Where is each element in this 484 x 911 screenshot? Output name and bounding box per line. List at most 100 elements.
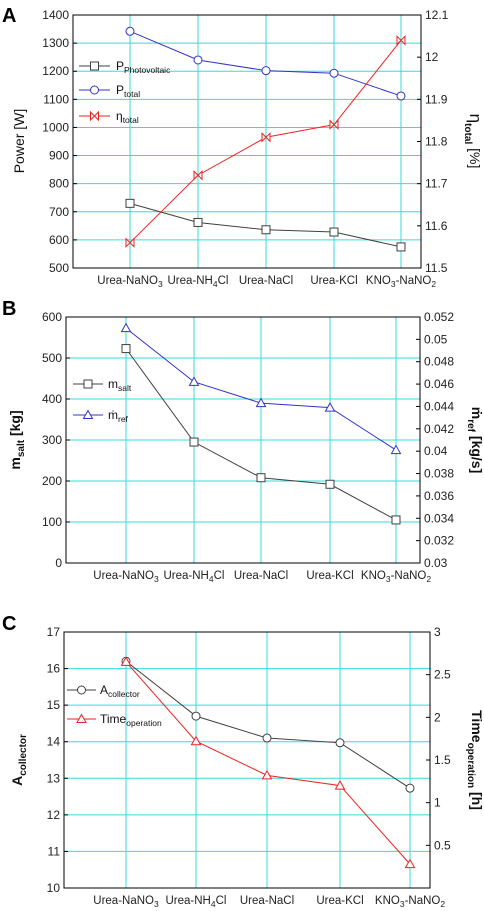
data-point bbox=[193, 170, 203, 181]
legend-a-pv: PPhotovoltaic bbox=[116, 59, 171, 75]
panel-a-letter: A bbox=[2, 5, 16, 27]
panel-b-series bbox=[120, 322, 402, 525]
y-tick-label: 11 bbox=[48, 844, 61, 858]
y-tick-label: 1200 bbox=[42, 64, 69, 78]
category-label: Urea-NH4Cl bbox=[166, 895, 227, 909]
data-point bbox=[261, 769, 273, 780]
data-point bbox=[190, 735, 202, 746]
y-tick-label: 12 bbox=[47, 808, 61, 822]
data-point bbox=[396, 35, 406, 46]
y-tick-label-right: 0.034 bbox=[424, 511, 454, 525]
y-tick-label-right: 0.046 bbox=[424, 377, 454, 391]
y-tick-label: 400 bbox=[42, 392, 62, 406]
y-tick-label: 800 bbox=[49, 177, 69, 191]
y-tick-label-right: 0.042 bbox=[424, 422, 454, 436]
legend-a-etatotal: ηtotal bbox=[116, 109, 139, 125]
data-point bbox=[193, 217, 203, 227]
y-tick-label: 15 bbox=[47, 698, 61, 712]
panel-b-grid bbox=[66, 316, 420, 564]
data-point bbox=[324, 402, 336, 412]
panel-c-frame bbox=[63, 631, 431, 889]
data-point bbox=[329, 68, 339, 78]
data-point bbox=[334, 780, 346, 790]
y-tick-label-right: 0.048 bbox=[424, 355, 454, 369]
panel-b-y-axis-label-right: ṁref [kg/s] bbox=[465, 407, 484, 473]
data-point bbox=[191, 711, 201, 721]
panel-c-ticks: 10 11 12 13 14 15 16 17 0.5 1 1.5 2 2.5 3 bbox=[47, 625, 451, 895]
panel-c-letter: C bbox=[2, 613, 16, 635]
panel-c-grid bbox=[64, 631, 430, 889]
y-tick-label: 100 bbox=[42, 515, 62, 529]
y-tick-label-right: 0.038 bbox=[424, 467, 454, 481]
data-point bbox=[125, 198, 135, 208]
category-label: Urea-NaNO3 bbox=[93, 570, 159, 584]
y-tick-label-right: 11.5 bbox=[425, 261, 448, 275]
legend-b-msalt: msalt bbox=[108, 377, 132, 393]
panel-a-ticks: 500 600 700 800 900 1000 1100 1200 1300 1400 11.5 1… bbox=[42, 8, 448, 275]
y-tick-label: 900 bbox=[49, 149, 69, 163]
panel-a-series bbox=[125, 26, 406, 252]
panel-b: B 0 100 200 300 400 500 600 0.03 0.032 0.034 0.036… bbox=[2, 298, 484, 584]
data-point bbox=[329, 119, 339, 130]
category-label: KNO3-NaNO2 bbox=[375, 895, 445, 909]
y-tick-label: 200 bbox=[42, 474, 62, 488]
y-tick-label: 700 bbox=[49, 205, 69, 219]
data-point bbox=[325, 479, 335, 489]
panel-b-ticks: 0 100 200 300 400 500 600 0.03 0.032 0.034 0.036 0.… bbox=[42, 310, 454, 570]
panel-a-y-axis-label: Power [W] bbox=[11, 109, 27, 174]
y-tick-label-right: 11.9 bbox=[425, 92, 448, 106]
y-tick-label-right: 11.6 bbox=[425, 219, 448, 233]
y-tick-label: 1100 bbox=[43, 92, 69, 106]
y-tick-label: 1000 bbox=[42, 120, 69, 134]
y-tick-label: 10 bbox=[47, 881, 61, 895]
y-tick-label-right: 1.5 bbox=[434, 753, 451, 767]
data-point bbox=[261, 132, 271, 143]
y-tick-label-right: 12 bbox=[425, 50, 439, 64]
y-tick-label: 13 bbox=[47, 771, 61, 785]
data-point bbox=[391, 515, 401, 525]
data-point bbox=[335, 738, 345, 748]
data-point bbox=[396, 242, 406, 252]
data-point bbox=[261, 66, 271, 76]
data-point bbox=[256, 473, 266, 483]
y-tick-label-right: 0.044 bbox=[424, 399, 454, 413]
category-label: Urea-NaNO3 bbox=[93, 895, 159, 909]
y-tick-label-right: 0.05 bbox=[424, 332, 448, 346]
panel-c-series bbox=[120, 656, 416, 869]
data-point bbox=[125, 26, 135, 36]
y-tick-label: 1300 bbox=[42, 36, 69, 50]
y-tick-label-right: 0.03 bbox=[424, 556, 448, 570]
y-tick-label: 17 bbox=[47, 625, 61, 639]
y-tick-label-right: 0.036 bbox=[424, 489, 454, 503]
data-point bbox=[121, 344, 131, 354]
y-tick-label: 1400 bbox=[42, 8, 69, 22]
panel-c-category-labels: Urea-NaNO3 Urea-NH4Cl Urea-NaCl Urea-KCl KNO… bbox=[93, 895, 445, 909]
y-tick-label-right: 0.5 bbox=[434, 838, 451, 852]
data-point bbox=[329, 227, 339, 237]
data-point bbox=[125, 237, 135, 248]
legend-a-ptotal: Ptotal bbox=[116, 83, 140, 99]
category-label: Urea-NH4Cl bbox=[164, 570, 225, 584]
category-label: Urea-NH4Cl bbox=[168, 275, 229, 289]
panel-c: C 10 11 12 13 14 15 16 17 0.5 1 1.5 2 2.5 3 Urea-NaNO… bbox=[2, 613, 484, 909]
panel-b-letter: B bbox=[2, 298, 16, 320]
category-label: Urea-NaNO3 bbox=[97, 275, 163, 289]
data-point bbox=[262, 733, 272, 743]
category-label: Urea-KCl bbox=[306, 570, 353, 582]
legend-b-mref: ṁref bbox=[108, 408, 129, 424]
data-point bbox=[188, 376, 200, 386]
y-tick-label: 14 bbox=[47, 735, 61, 749]
data-point bbox=[120, 322, 132, 333]
y-tick-label-right: 11.7 bbox=[425, 177, 448, 191]
legend-c-acollector: Acollector bbox=[100, 683, 140, 699]
y-tick-label: 0 bbox=[55, 556, 62, 570]
series-line bbox=[125, 661, 411, 865]
y-tick-label: 16 bbox=[47, 662, 61, 676]
panel-c-legend: Acollector Timeoperation bbox=[67, 683, 162, 728]
data-point bbox=[193, 55, 203, 65]
data-point bbox=[404, 858, 416, 869]
y-tick-label: 600 bbox=[42, 310, 62, 324]
y-tick-label-right: 1 bbox=[434, 796, 441, 810]
y-tick-label-right: 3 bbox=[434, 625, 441, 639]
